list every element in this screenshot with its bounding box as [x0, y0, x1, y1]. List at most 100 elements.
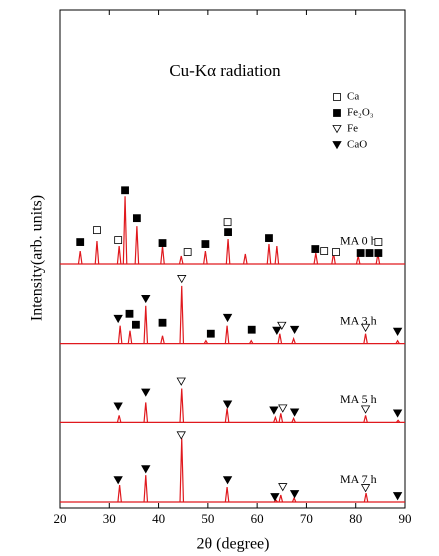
phase-marker	[132, 214, 141, 223]
y-axis-label: Intensity(arb. units)	[29, 195, 46, 321]
peak	[203, 339, 209, 344]
peak	[179, 388, 185, 423]
x-tick-label: 40	[152, 511, 165, 526]
phase-marker	[158, 239, 167, 247]
peak	[355, 255, 361, 265]
peak	[134, 226, 140, 265]
peak	[143, 475, 149, 503]
phase-marker	[374, 249, 383, 257]
phase-marker	[365, 249, 374, 257]
phase-marker	[183, 248, 192, 256]
peak	[179, 285, 185, 344]
phase-marker	[176, 377, 186, 386]
peak	[277, 333, 283, 344]
phase-marker	[141, 465, 151, 474]
phase-marker	[93, 226, 101, 235]
x-tick-label: 20	[54, 511, 67, 526]
peak	[94, 241, 100, 265]
phase-marker	[121, 186, 129, 195]
phase-marker	[374, 238, 383, 246]
peak	[160, 245, 165, 265]
legend-symbol	[333, 109, 341, 117]
peak	[143, 305, 149, 344]
phase-marker	[113, 476, 123, 485]
phase-marker	[278, 404, 288, 413]
phase-marker	[223, 218, 232, 227]
peak	[178, 255, 184, 265]
phase-marker	[247, 325, 256, 334]
peak	[224, 325, 230, 344]
peak	[117, 485, 122, 503]
peak	[278, 494, 284, 503]
peak	[291, 336, 296, 344]
peak	[363, 333, 368, 344]
phase-marker	[141, 294, 151, 304]
phase-marker	[158, 318, 167, 327]
phase-marker	[289, 490, 300, 499]
phase-marker	[356, 249, 365, 257]
series-label: MA 3 h	[340, 313, 377, 327]
plot-frame	[59, 9, 406, 509]
phase-marker	[360, 323, 371, 333]
peak	[117, 325, 123, 344]
phase-marker	[289, 408, 300, 417]
peak	[313, 252, 319, 265]
phase-marker	[125, 309, 134, 318]
legend-symbol	[332, 141, 342, 150]
peak	[224, 487, 230, 503]
legend-symbol	[332, 125, 342, 134]
phase-marker	[360, 405, 371, 414]
peak	[274, 245, 280, 265]
phase-marker	[131, 320, 140, 329]
phase-marker	[114, 236, 123, 244]
phase-marker	[222, 400, 233, 409]
series-label: MA 5 h	[340, 392, 377, 406]
phase-marker	[222, 476, 233, 485]
peak	[127, 330, 133, 344]
phase-marker	[270, 493, 280, 502]
x-tick-label: 60	[251, 511, 264, 526]
peak	[395, 339, 400, 344]
peak	[363, 415, 368, 423]
phase-marker	[141, 388, 151, 397]
peak	[291, 416, 296, 423]
x-axis-label: 2θ (degree)	[197, 536, 270, 553]
phase-marker	[278, 483, 288, 492]
phase-marker	[392, 492, 403, 501]
phase-marker	[360, 484, 371, 493]
x-tick-label: 50	[201, 511, 214, 526]
phase-marker	[113, 402, 123, 411]
peak	[224, 408, 230, 423]
chart-title: Cu-Kα radiation	[169, 61, 281, 80]
legend-label: Fe	[347, 123, 358, 135]
legend-label: Ca	[347, 91, 359, 103]
phase-marker	[311, 245, 320, 253]
peak	[242, 253, 248, 265]
phase-marker	[392, 327, 403, 337]
peak	[273, 499, 279, 503]
legend-label: CaO	[347, 139, 367, 151]
peak	[278, 413, 284, 423]
peak	[143, 402, 149, 423]
phase-marker	[277, 321, 287, 331]
phase-marker	[392, 409, 403, 418]
phase-marker	[265, 234, 273, 242]
peak	[395, 419, 401, 423]
phase-marker	[224, 228, 232, 237]
series-label: MA 7 h	[340, 472, 377, 486]
peak	[116, 245, 122, 265]
phase-marker	[320, 247, 329, 255]
peak	[363, 492, 369, 503]
phase-marker	[201, 240, 210, 248]
peak	[116, 415, 122, 423]
peak	[77, 250, 83, 265]
peak	[273, 415, 278, 423]
phase-marker	[76, 238, 85, 246]
peak	[122, 196, 128, 264]
peak	[203, 250, 208, 265]
peak	[291, 496, 297, 503]
peak	[248, 339, 254, 344]
phase-marker	[332, 248, 340, 256]
legend-symbol	[333, 93, 341, 101]
